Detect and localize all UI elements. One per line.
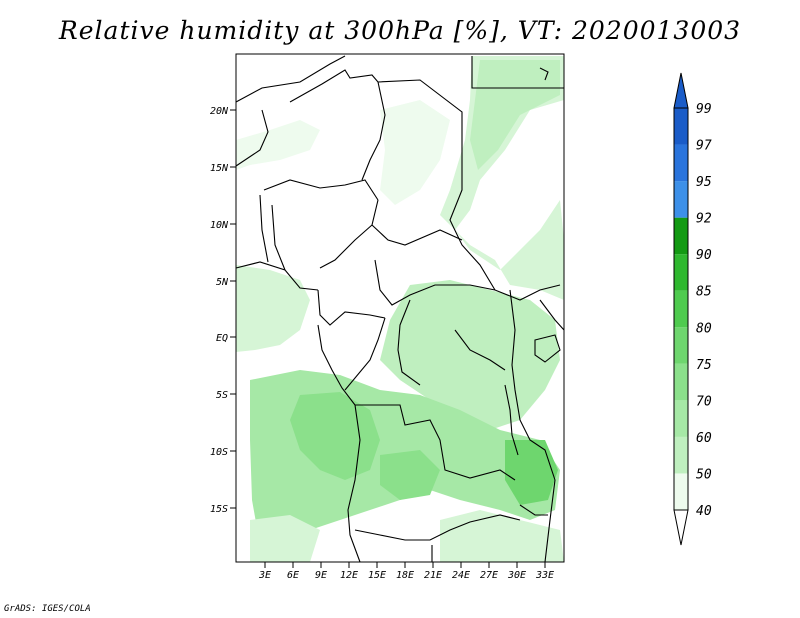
lon-label: 27E [480,570,498,581]
border-line [235,261,319,291]
colorbar-block [674,144,688,182]
map-frame [235,53,565,563]
map-panel: 20N 15N 10N 5N EQ 5S 10S 15S 3E 6E 9E [210,53,565,581]
colorbar-label: 95 [696,175,712,190]
lat-label: 10N [210,220,229,231]
humidity-region-far-south [440,510,564,562]
colorbar-low-arrow [673,509,689,546]
border-line [319,199,379,269]
border-line [235,109,269,167]
colorbar-block [674,217,688,255]
lat-label: EQ [216,333,228,344]
humidity-region-south-core-2 [380,450,440,500]
humidity-region-sahel [380,100,450,205]
colorbar-block [674,108,688,145]
lat-label: 15S [210,504,228,515]
border-line [344,317,386,391]
lon-label: 30E [507,570,526,581]
credit-text: GrADS: IGES/COLA [4,604,91,614]
border-line [377,79,496,291]
border-line [397,299,421,386]
lat-label: 5S [216,390,228,401]
colorbar-blocks [673,107,689,511]
colorbar-block [674,290,688,328]
humidity-region-northeast [440,56,564,300]
colorbar-label: 97 [696,139,712,154]
colorbar-label: 90 [696,248,712,263]
border-line [539,67,549,81]
lon-label: 15E [368,570,386,581]
border-line [361,81,386,181]
border-line [371,224,463,246]
colorbar-block [674,473,688,510]
border-line [263,179,379,201]
colorbar-block [674,363,688,401]
humidity-region-coast [236,265,310,352]
border-line [539,299,565,331]
colorbar-labels: 40 50 60 70 75 80 85 90 92 95 97 99 [696,102,712,519]
colorbar-label: 99 [696,102,712,117]
border-line [317,289,386,326]
map-title: Relative humidity at 300hPa [%], VT: 202… [58,16,742,45]
colorbar-block [674,181,688,218]
border-line [317,324,356,406]
country-borders [235,55,565,563]
border-line [347,404,361,563]
colorbar-block [674,400,688,437]
colorbar-label: 85 [696,285,712,300]
colorbar-label: 80 [696,321,712,336]
border-line [271,204,286,271]
lat-label: 5N [216,277,229,288]
colorbar-block [674,327,688,364]
border-line [374,259,561,306]
lake-outline [534,334,561,363]
longitude-labels: 3E 6E 9E 12E 15E 18E 21E 24E 27E 30E 33E [258,570,554,581]
colorbar-label: 92 [696,212,712,227]
colorbar-label: 70 [696,394,712,409]
border-line [354,514,521,541]
lon-label: 24E [452,570,470,581]
lon-label: 3E [258,570,271,581]
colorbar-block [674,254,688,291]
humidity-region-west [236,120,320,170]
border-line [471,56,564,89]
lon-label: 18E [396,570,414,581]
border-line [454,329,506,371]
lake-outline [519,504,548,516]
lon-label: 6E [287,570,299,581]
border-line [289,69,379,103]
colorbar: 40 50 60 70 75 80 85 90 92 95 97 99 [673,72,712,546]
lon-label: 33E [535,570,554,581]
border-line [355,404,516,481]
colorbar-block [674,436,688,474]
humidity-shading [236,56,564,562]
lat-label: 10S [210,447,228,458]
colorbar-label: 60 [696,431,712,446]
latitude-labels: 20N 15N 10N 5N EQ 5S 10S 15S [210,106,229,515]
lat-label: 20N [210,106,229,117]
border-line [259,194,269,263]
lat-label: 15N [210,163,229,174]
colorbar-label: 40 [696,504,712,519]
latitude-axis [230,109,236,509]
border-line [235,55,346,103]
colorbar-label: 50 [696,467,712,482]
humidity-region-southwest [250,515,320,562]
border-line [509,289,556,563]
longitude-axis [264,562,546,568]
humidity-region-southeast [505,440,558,505]
lon-label: 21E [424,570,442,581]
colorbar-label: 75 [696,358,712,373]
lake-outline [504,384,519,456]
colorbar-high-arrow [673,72,689,109]
lon-label: 12E [340,570,358,581]
lon-label: 9E [315,570,327,581]
